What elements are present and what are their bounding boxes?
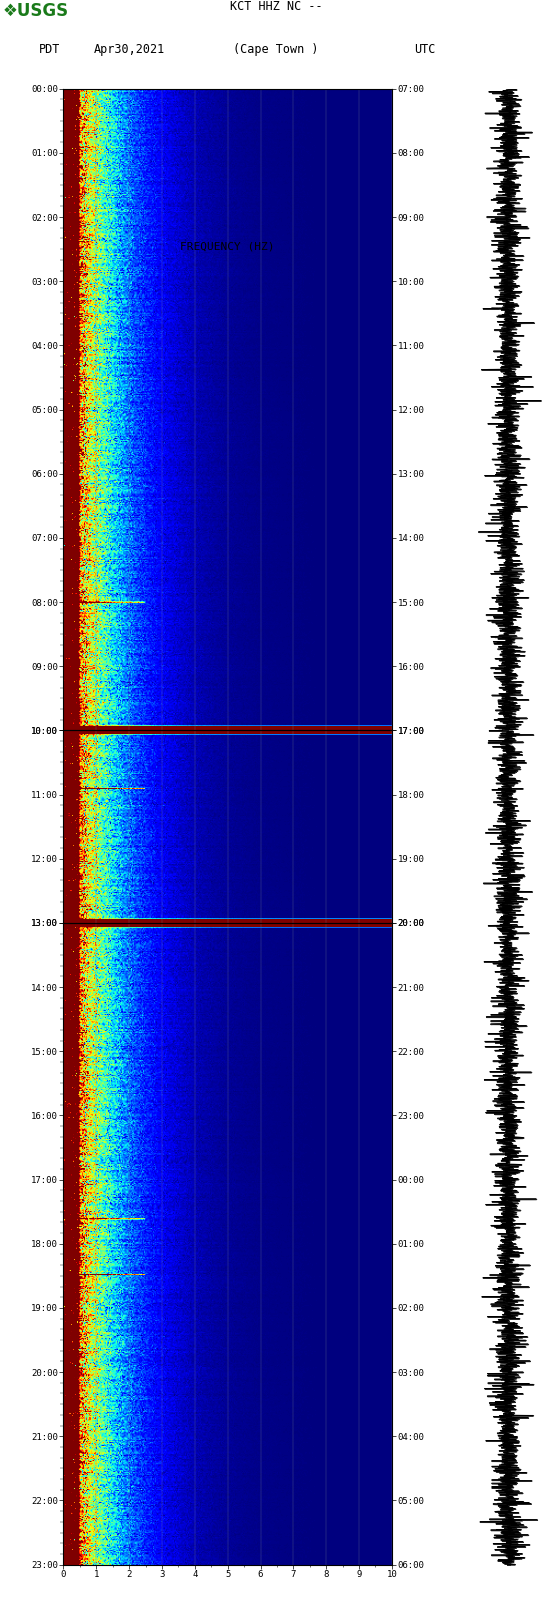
Text: Apr30,2021: Apr30,2021 [94,42,165,55]
Text: FREQUENCY (HZ): FREQUENCY (HZ) [181,242,275,252]
Text: KCT HHZ NC --: KCT HHZ NC -- [230,0,322,13]
Text: PDT: PDT [39,42,60,55]
Text: UTC: UTC [414,42,436,55]
Text: ❖USGS: ❖USGS [3,2,69,19]
Text: (Cape Town ): (Cape Town ) [233,42,319,55]
